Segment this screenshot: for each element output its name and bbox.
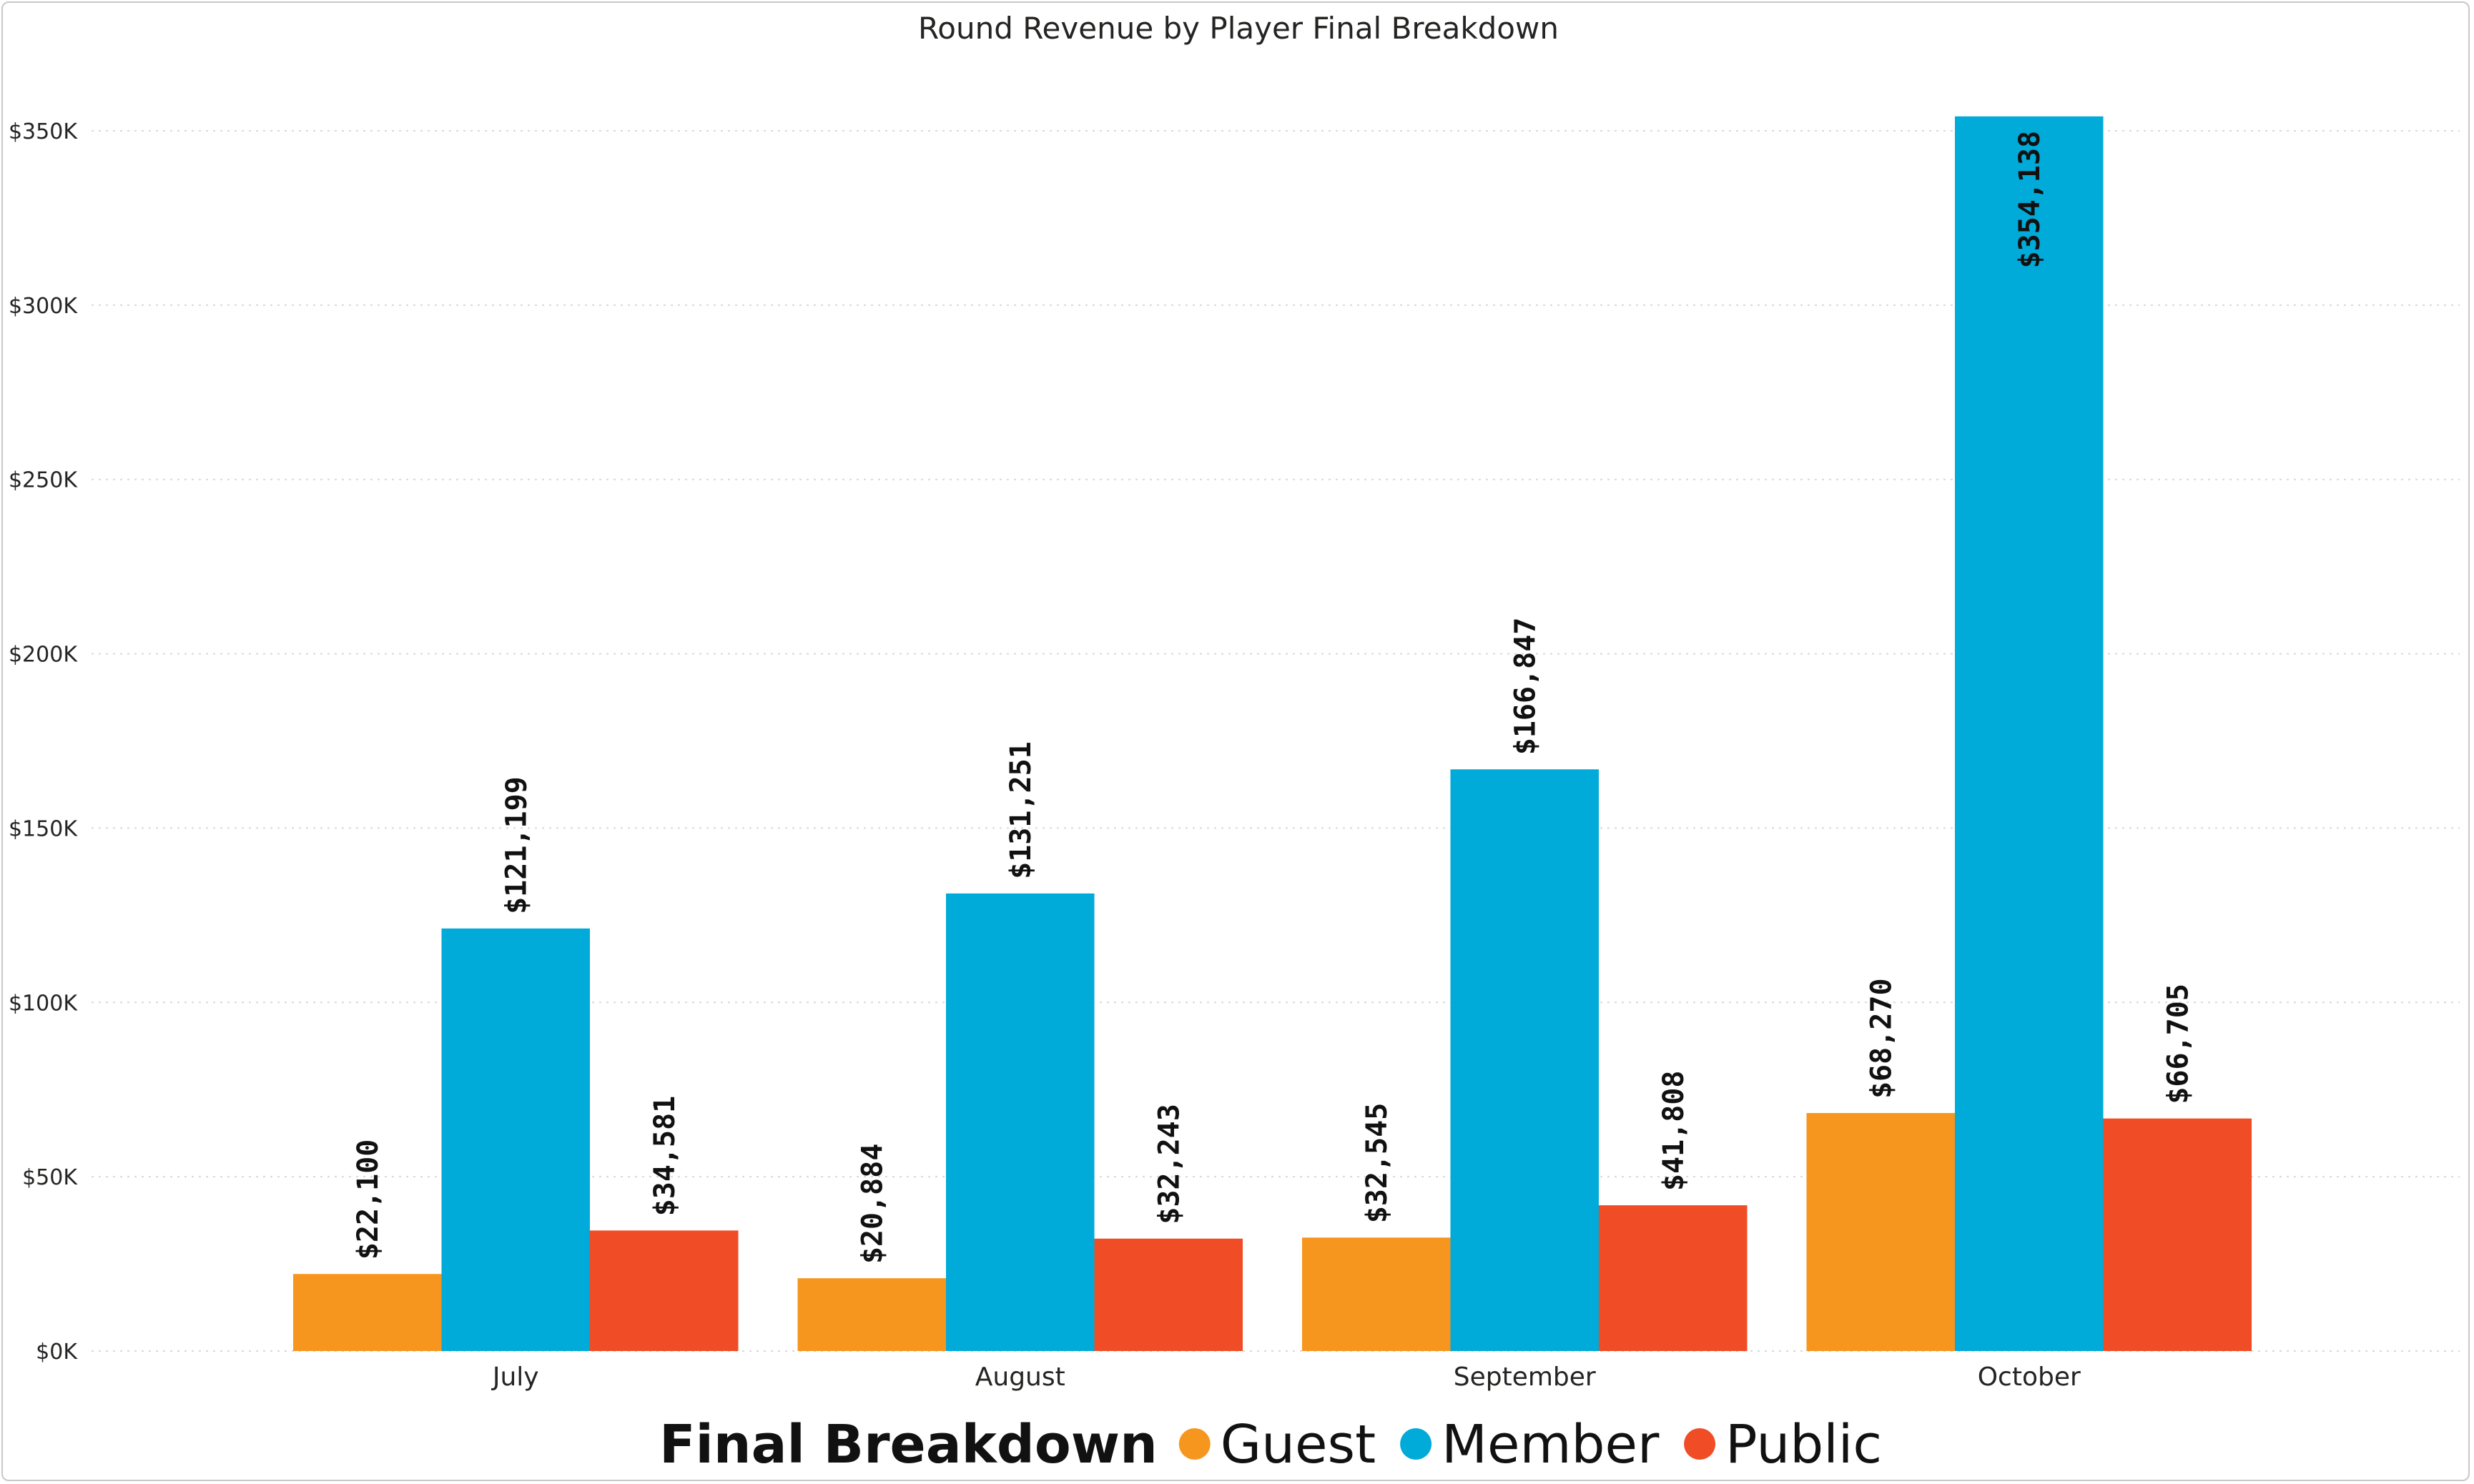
legend-item-member: Member: [1441, 1414, 1660, 1475]
data-label: $32,243: [1153, 1104, 1186, 1225]
legend-marker-public: [1684, 1428, 1716, 1460]
bar-member-july: [441, 928, 590, 1351]
data-label: $166,847: [1509, 618, 1542, 756]
bars: [293, 116, 2252, 1352]
legend-marker-guest: [1178, 1428, 1211, 1460]
legend-item-guest: Guest: [1221, 1414, 1376, 1475]
y-tick-label: $50K: [22, 1165, 78, 1190]
y-tick-label: $350K: [9, 119, 78, 144]
x-tick-label: September: [1454, 1362, 1596, 1392]
bar-guest-september: [1302, 1237, 1451, 1351]
chart-title: Round Revenue by Player Final Breakdown: [918, 11, 1559, 46]
data-label: $22,100: [352, 1139, 385, 1260]
y-tick-label: $100K: [9, 991, 78, 1016]
data-label: $34,581: [649, 1096, 681, 1217]
data-label: $121,199: [500, 776, 533, 914]
bar-guest-august: [797, 1278, 946, 1351]
bar-public-july: [590, 1230, 739, 1351]
x-tick-label: August: [975, 1362, 1065, 1392]
data-labels: $22,100 $121,199 $34,581 $20,884 $131,251 $32…: [352, 131, 2195, 1264]
data-label: $41,808: [1657, 1071, 1690, 1192]
x-axis: July August September October: [491, 1362, 2081, 1392]
data-label: $32,545: [1361, 1103, 1394, 1224]
bar-guest-july: [293, 1274, 442, 1351]
bar-guest-october: [1806, 1113, 1955, 1351]
y-axis: $0K $50K $100K $150K $200K $250K $300K $350K: [9, 119, 78, 1365]
bar-member-september: [1450, 769, 1599, 1351]
bar-public-october: [2103, 1118, 2252, 1351]
y-tick-label: $200K: [9, 643, 78, 668]
data-label: $354,138: [2014, 131, 2046, 269]
data-label: $20,884: [856, 1144, 889, 1265]
bar-public-august: [1094, 1238, 1243, 1351]
y-tick-label: $0K: [36, 1340, 78, 1365]
y-tick-label: $300K: [9, 294, 78, 319]
data-label: $66,705: [2162, 984, 2194, 1104]
legend-item-public: Public: [1725, 1414, 1882, 1475]
y-tick-label: $150K: [9, 816, 78, 841]
bar-member-august: [946, 893, 1095, 1351]
data-label: $131,251: [1005, 741, 1038, 879]
legend-marker-member: [1400, 1428, 1432, 1460]
bar-member-october: [1955, 116, 2104, 1352]
legend-title: Final Breakdown: [659, 1414, 1158, 1475]
x-tick-label: October: [1978, 1362, 2081, 1392]
x-tick-label: July: [491, 1362, 539, 1392]
data-label: $68,270: [1865, 978, 1898, 1099]
y-tick-label: $250K: [9, 468, 78, 493]
bar-public-september: [1599, 1205, 1748, 1351]
legend: Final Breakdown Guest Member Public: [659, 1414, 1882, 1475]
